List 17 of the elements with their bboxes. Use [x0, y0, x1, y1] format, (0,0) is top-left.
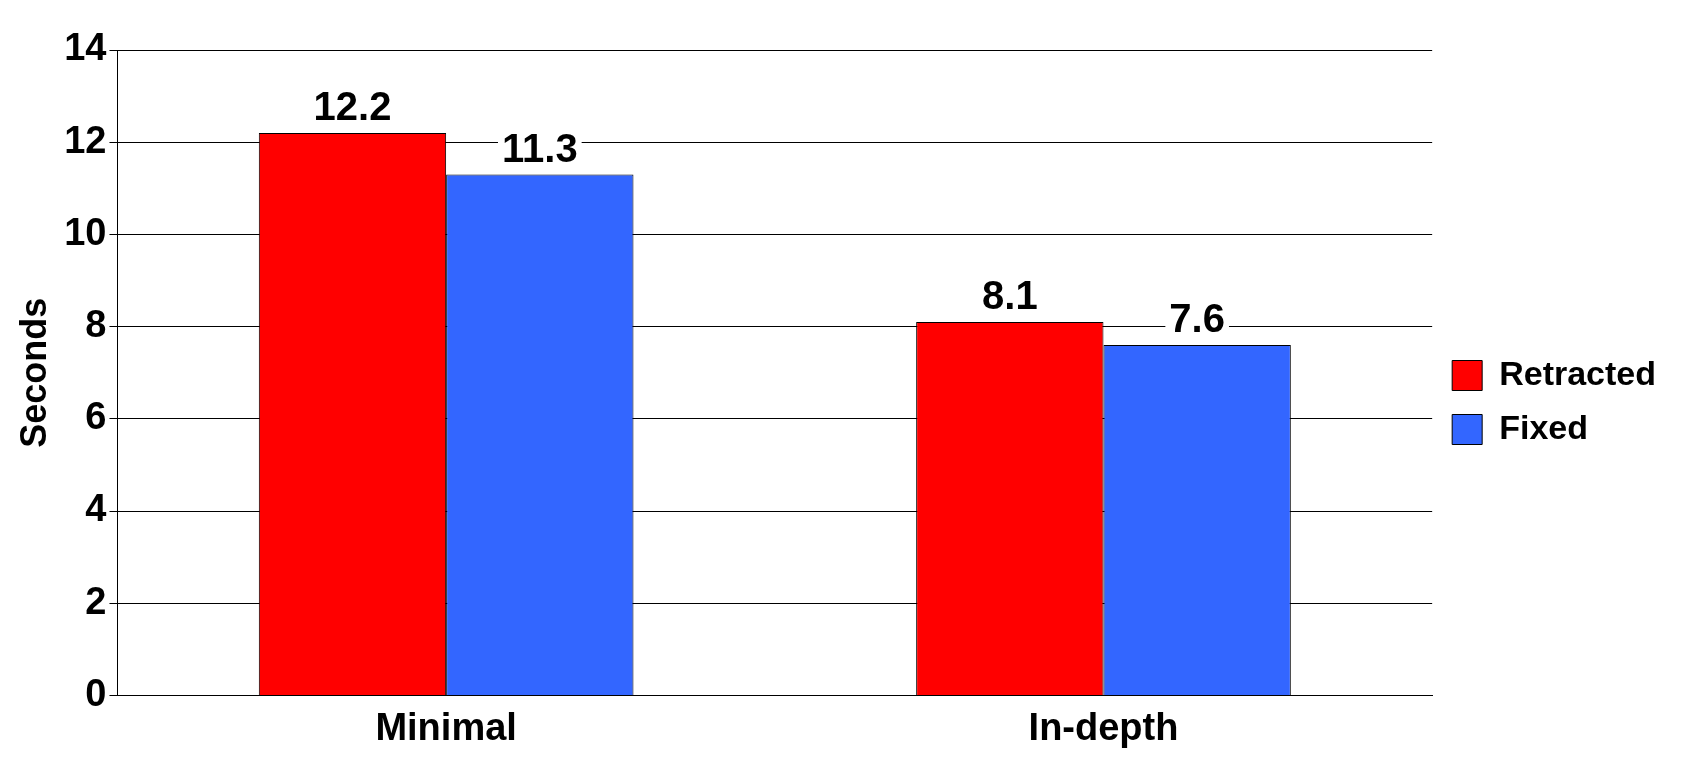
legend-label: Retracted [1499, 353, 1657, 392]
y-tick-label: 10 [64, 210, 107, 253]
y-axis-title: Seconds [12, 297, 54, 448]
y-tick-label: 14 [64, 26, 107, 69]
y-tick-label: 12 [64, 118, 107, 161]
x-tick-label: Minimal [375, 705, 517, 748]
legend-label: Fixed [1499, 407, 1588, 446]
data-label: 8.1 [982, 273, 1038, 318]
data-label: 12.2 [313, 84, 392, 129]
y-tick-label: 2 [85, 579, 107, 622]
y-tick-label: 6 [85, 395, 107, 438]
y-tick-label: 8 [85, 303, 107, 346]
y-tick-label: 0 [85, 671, 107, 714]
x-tick-label: In-depth [1028, 705, 1179, 748]
data-label: 7.6 [1169, 296, 1225, 341]
data-label: 11.3 [501, 125, 578, 170]
y-tick-label: 4 [85, 487, 107, 530]
